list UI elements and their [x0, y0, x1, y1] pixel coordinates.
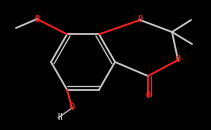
Text: O: O [69, 103, 74, 112]
Text: O: O [146, 92, 150, 100]
Text: H: H [58, 113, 62, 122]
Text: O: O [35, 15, 39, 24]
Text: O: O [138, 15, 142, 24]
Text: O: O [176, 56, 180, 64]
